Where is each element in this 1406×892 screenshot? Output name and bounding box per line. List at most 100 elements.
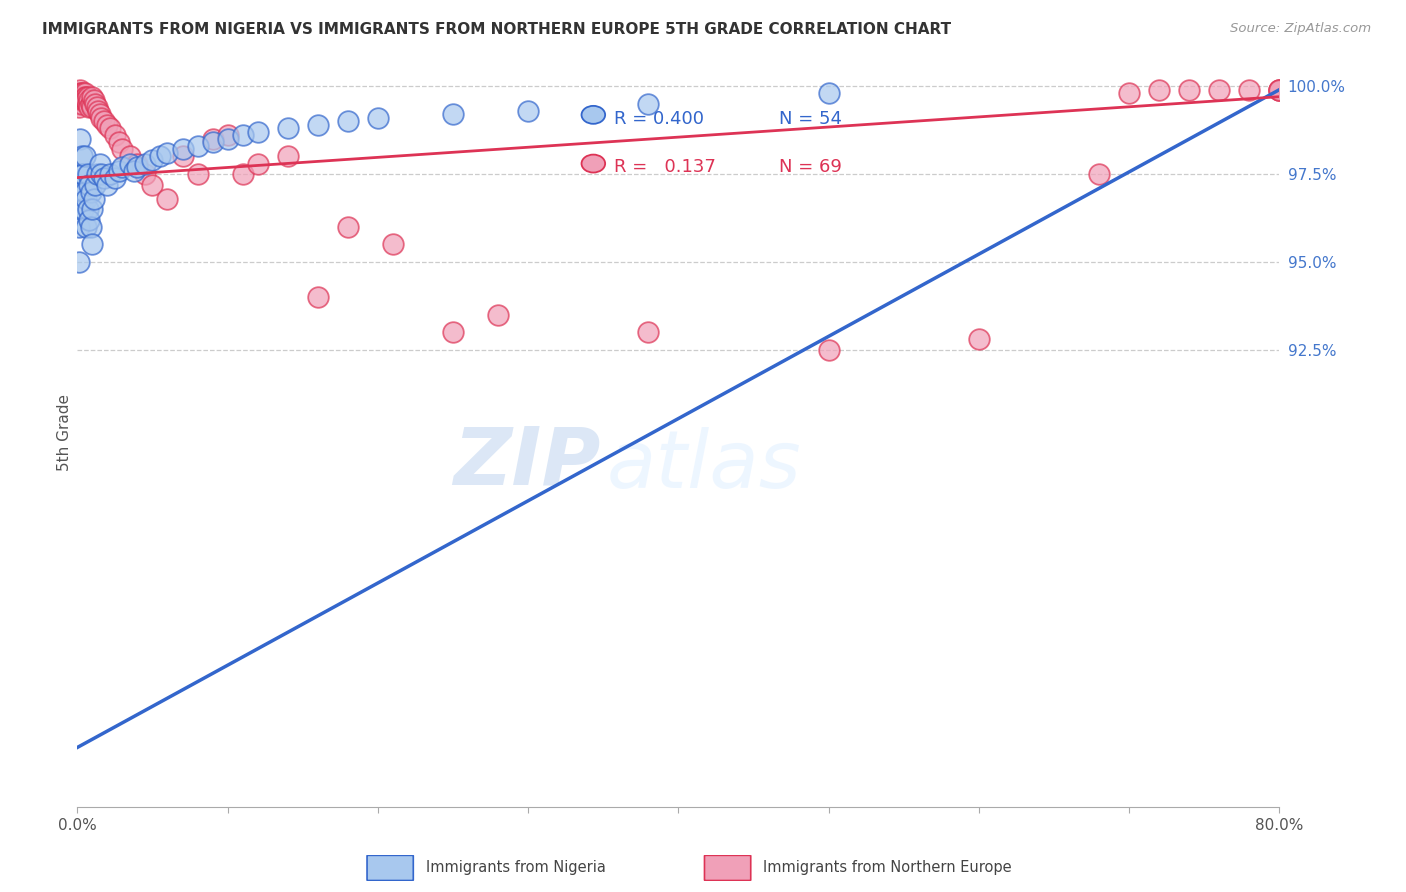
Point (367, 111, 389, 125)
Point (232, 167, 254, 181)
Point (93, 170, 115, 185)
Point (84, 178, 107, 192)
Point (967, 332, 990, 346)
FancyBboxPatch shape (704, 855, 751, 880)
Point (69, 132, 91, 146)
Point (69, 89, 91, 103)
Point (82, 100, 104, 114)
Point (118, 156, 141, 170)
Point (70, 185, 93, 199)
Point (1268, 82, 1291, 96)
Point (72, 167, 94, 181)
Point (80, 96, 103, 111)
Point (111, 160, 134, 174)
Point (90, 167, 112, 181)
Point (381, 237, 404, 252)
Point (67, 96, 90, 111)
Point (246, 156, 269, 170)
Text: Source: ZipAtlas.com: Source: ZipAtlas.com (1230, 22, 1371, 36)
Point (104, 128, 127, 143)
Point (67, 86, 90, 100)
Point (75, 219, 97, 234)
Point (67, 93, 90, 107)
Point (1208, 82, 1230, 96)
Point (187, 139, 209, 153)
Point (67, 100, 90, 114)
Point (86, 167, 108, 181)
Point (72, 89, 94, 103)
Point (108, 136, 131, 150)
Point (1178, 82, 1201, 96)
Point (73, 185, 96, 199)
Point (1268, 82, 1291, 96)
Point (87, 103, 110, 118)
Point (90, 111, 112, 125)
Point (172, 143, 194, 157)
Point (637, 96, 659, 111)
Point (100, 167, 122, 181)
Point (96, 178, 118, 192)
Point (187, 167, 209, 181)
Point (73, 149, 96, 163)
Point (80, 219, 103, 234)
Point (93, 114, 115, 128)
Point (111, 143, 134, 157)
Point (83, 93, 105, 107)
Circle shape (582, 154, 605, 172)
Point (76, 96, 98, 111)
Point (156, 145, 179, 160)
Point (1239, 82, 1261, 96)
Point (156, 192, 179, 206)
Text: N = 69: N = 69 (779, 159, 842, 177)
Point (83, 192, 105, 206)
Point (637, 326, 659, 340)
Point (67, 255, 90, 269)
Point (817, 86, 839, 100)
Point (277, 121, 299, 136)
Point (336, 114, 359, 128)
Point (84, 96, 107, 111)
Text: R = 0.400: R = 0.400 (613, 110, 703, 128)
Point (80, 185, 103, 199)
Text: R =   0.137: R = 0.137 (613, 159, 716, 177)
Text: IMMIGRANTS FROM NIGERIA VS IMMIGRANTS FROM NORTHERN EUROPE 5TH GRADE CORRELATION: IMMIGRANTS FROM NIGERIA VS IMMIGRANTS FR… (42, 22, 952, 37)
Point (69, 82, 91, 96)
Point (73, 89, 96, 103)
Point (486, 308, 509, 322)
Point (134, 156, 156, 170)
Circle shape (582, 106, 605, 124)
Point (73, 86, 96, 100)
Point (75, 192, 97, 206)
Point (72, 202, 94, 217)
Point (172, 149, 194, 163)
Point (70, 93, 93, 107)
Point (69, 167, 91, 181)
Y-axis label: 5th Grade: 5th Grade (56, 394, 72, 471)
Point (86, 100, 108, 114)
Point (72, 93, 94, 107)
Point (124, 163, 146, 178)
Point (69, 86, 91, 100)
Point (1268, 82, 1291, 96)
Point (79, 212, 101, 227)
Point (73, 93, 96, 107)
Point (82, 89, 104, 103)
Point (118, 149, 141, 163)
Point (307, 118, 329, 132)
Point (336, 219, 359, 234)
Point (1088, 167, 1111, 181)
Point (246, 125, 269, 139)
FancyBboxPatch shape (367, 855, 413, 880)
Point (82, 202, 104, 217)
Point (70, 86, 93, 100)
Point (82, 237, 104, 252)
Point (217, 132, 239, 146)
Point (134, 167, 156, 181)
Point (76, 202, 98, 217)
Point (70, 96, 93, 111)
Point (96, 118, 118, 132)
Point (75, 89, 97, 103)
Text: ZIP: ZIP (453, 424, 600, 501)
Point (307, 290, 329, 304)
Point (67, 219, 90, 234)
